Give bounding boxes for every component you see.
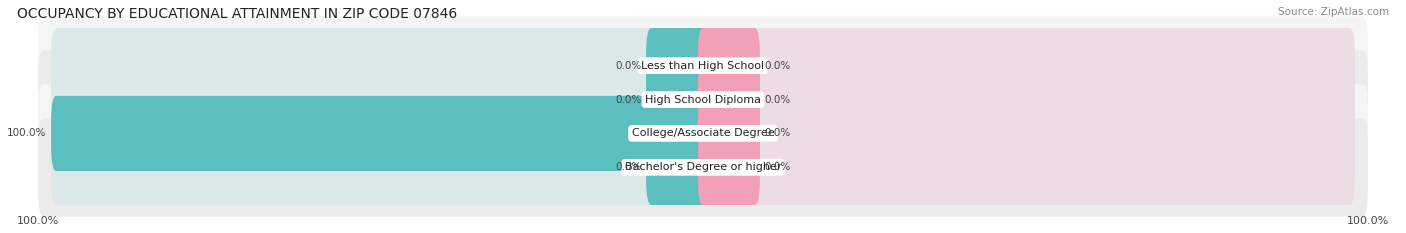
Text: 0.0%: 0.0%: [765, 95, 790, 105]
FancyBboxPatch shape: [51, 130, 709, 205]
Text: College/Associate Degree: College/Associate Degree: [631, 128, 775, 138]
FancyBboxPatch shape: [697, 62, 759, 137]
FancyBboxPatch shape: [38, 118, 1368, 216]
Text: 100.0%: 100.0%: [1347, 216, 1389, 226]
FancyBboxPatch shape: [647, 62, 709, 137]
FancyBboxPatch shape: [51, 28, 709, 103]
Text: High School Diploma: High School Diploma: [645, 95, 761, 105]
FancyBboxPatch shape: [647, 28, 709, 103]
Text: Source: ZipAtlas.com: Source: ZipAtlas.com: [1278, 7, 1389, 17]
FancyBboxPatch shape: [38, 50, 1368, 149]
FancyBboxPatch shape: [697, 130, 1355, 205]
Text: Bachelor's Degree or higher: Bachelor's Degree or higher: [624, 162, 782, 172]
FancyBboxPatch shape: [647, 130, 709, 205]
FancyBboxPatch shape: [51, 96, 709, 171]
Text: 0.0%: 0.0%: [765, 128, 790, 138]
Text: 100.0%: 100.0%: [17, 216, 59, 226]
Text: 0.0%: 0.0%: [765, 61, 790, 71]
Text: Less than High School: Less than High School: [641, 61, 765, 71]
Text: 0.0%: 0.0%: [765, 162, 790, 172]
Text: 0.0%: 0.0%: [616, 95, 641, 105]
FancyBboxPatch shape: [38, 84, 1368, 183]
FancyBboxPatch shape: [697, 96, 759, 171]
Text: 0.0%: 0.0%: [616, 61, 641, 71]
FancyBboxPatch shape: [697, 96, 1355, 171]
FancyBboxPatch shape: [38, 17, 1368, 115]
Text: OCCUPANCY BY EDUCATIONAL ATTAINMENT IN ZIP CODE 07846: OCCUPANCY BY EDUCATIONAL ATTAINMENT IN Z…: [17, 7, 457, 21]
FancyBboxPatch shape: [697, 62, 1355, 137]
FancyBboxPatch shape: [697, 130, 759, 205]
Text: 100.0%: 100.0%: [7, 128, 46, 138]
FancyBboxPatch shape: [51, 96, 709, 171]
FancyBboxPatch shape: [51, 62, 709, 137]
FancyBboxPatch shape: [697, 28, 759, 103]
FancyBboxPatch shape: [697, 28, 1355, 103]
Text: 0.0%: 0.0%: [616, 162, 641, 172]
